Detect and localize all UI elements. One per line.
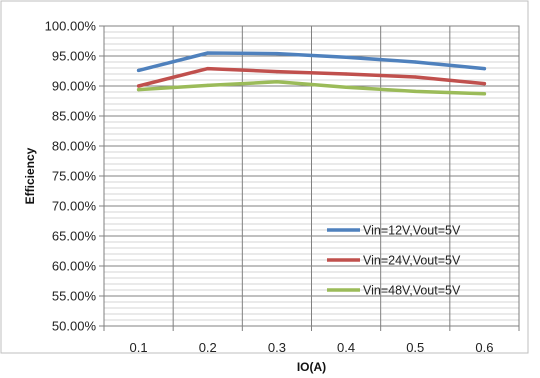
data-point bbox=[413, 89, 417, 93]
legend-label-3: Vin=48V,Vout=5V bbox=[363, 284, 461, 298]
y-axis-title: Efficiency bbox=[23, 147, 37, 204]
legend: Vin=12V,Vout=5V Vin=24V,Vout=5V Vin=48V,Vo… bbox=[327, 224, 461, 298]
x-tick-label: 0.1 bbox=[130, 340, 148, 355]
x-tick-label: 0.3 bbox=[268, 340, 286, 355]
legend-label-1: Vin=12V,Vout=5V bbox=[363, 224, 461, 238]
data-point bbox=[413, 75, 417, 79]
series-line-1 bbox=[136, 51, 487, 73]
x-axis-title: IO(A) bbox=[297, 360, 326, 374]
data-point bbox=[344, 85, 348, 89]
series-line-3 bbox=[136, 80, 487, 96]
data-point bbox=[206, 51, 210, 55]
y-tick-label: 55.00% bbox=[52, 289, 97, 304]
x-tick-label: 0.4 bbox=[337, 340, 355, 355]
data-point bbox=[136, 84, 141, 88]
y-tick-label: 75.00% bbox=[52, 169, 97, 184]
y-tick-label: 70.00% bbox=[52, 199, 97, 214]
data-point bbox=[275, 70, 279, 74]
y-tick-label: 80.00% bbox=[52, 139, 97, 154]
x-tick-label: 0.2 bbox=[199, 340, 217, 355]
grid bbox=[103, 25, 520, 327]
y-tick-label: 100.00% bbox=[45, 19, 97, 34]
data-point bbox=[482, 82, 487, 86]
data-point bbox=[136, 88, 141, 92]
x-tick-label: 0.6 bbox=[475, 340, 493, 355]
y-tick-label: 50.00% bbox=[52, 319, 97, 334]
legend-label-2: Vin=24V,Vout=5V bbox=[363, 254, 461, 268]
series bbox=[136, 51, 487, 96]
data-point bbox=[344, 72, 348, 76]
y-tick-label: 65.00% bbox=[52, 229, 97, 244]
axes: 50.00% 55.00% 60.00% 65.00% 70.00% 75.00% 80.0… bbox=[45, 19, 520, 355]
data-point bbox=[413, 60, 417, 64]
data-point bbox=[136, 68, 141, 72]
data-point bbox=[275, 80, 279, 84]
y-tick-label: 90.00% bbox=[52, 79, 97, 94]
data-point bbox=[482, 67, 487, 71]
data-point bbox=[206, 83, 210, 87]
data-point bbox=[344, 55, 348, 59]
x-tick-label: 0.5 bbox=[406, 340, 424, 355]
y-tick-label: 60.00% bbox=[52, 259, 97, 274]
y-tick-label: 85.00% bbox=[52, 109, 97, 124]
series-line-2 bbox=[136, 66, 487, 88]
plot-border bbox=[103, 25, 520, 327]
y-tick-label: 95.00% bbox=[52, 49, 97, 64]
data-point bbox=[482, 92, 487, 96]
data-point bbox=[206, 67, 210, 71]
data-point bbox=[275, 52, 279, 56]
